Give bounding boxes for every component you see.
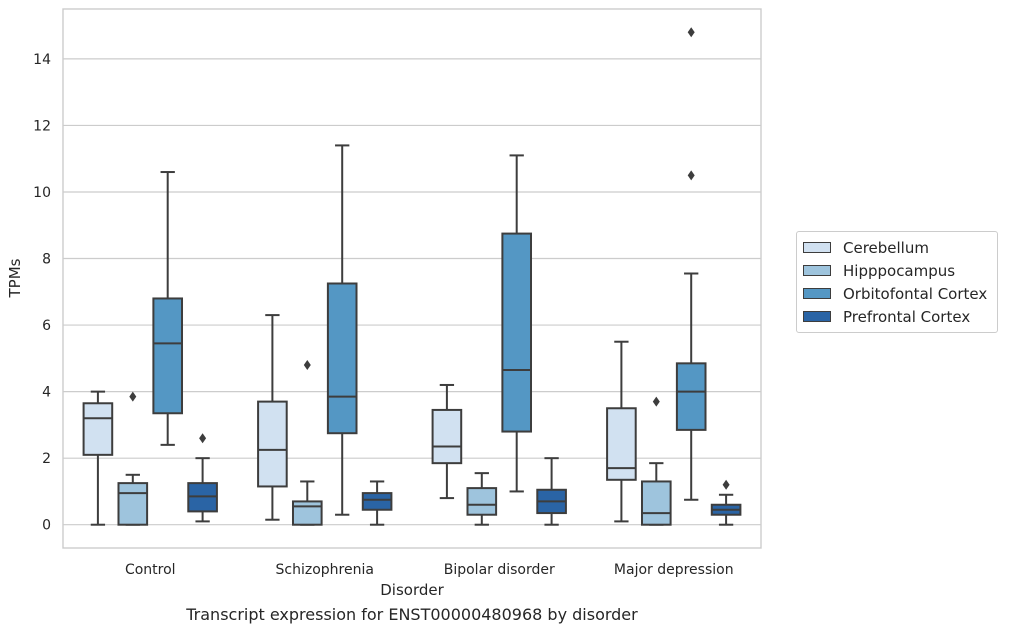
outlier-point bbox=[303, 360, 311, 371]
iqr-box bbox=[82, 402, 114, 456]
outlier-point bbox=[199, 433, 207, 444]
legend-label: Hipppocampus bbox=[843, 261, 956, 280]
plot-frame bbox=[62, 8, 762, 549]
box-orbitofontal-cortex bbox=[326, 144, 358, 516]
iqr-box bbox=[152, 297, 184, 415]
legend-swatch bbox=[803, 242, 831, 253]
box-hipppocampus bbox=[466, 472, 498, 526]
x-tick-label: Control bbox=[125, 562, 176, 578]
legend-item: Prefrontal Cortex bbox=[797, 305, 997, 328]
box-cerebellum bbox=[431, 383, 463, 500]
legend-item: Orbitofontal Cortex bbox=[797, 282, 997, 305]
y-axis-ticks: 0 2 4 6 8 10 12 14 bbox=[33, 52, 51, 534]
legend: Cerebellum Hipppocampus Orbitofontal Corte… bbox=[796, 231, 998, 333]
box-orbitofontal-cortex bbox=[675, 27, 707, 501]
iqr-box bbox=[326, 282, 358, 435]
y-tick-label: 8 bbox=[42, 252, 51, 268]
box-prefrontal-cortex bbox=[187, 433, 218, 523]
box-cerebellum bbox=[606, 340, 637, 523]
x-tick-label: Major depression bbox=[614, 562, 734, 578]
iqr-box bbox=[117, 482, 149, 526]
iqr-box bbox=[640, 480, 672, 526]
y-tick-label: 4 bbox=[42, 385, 51, 401]
box-prefrontal-cortex bbox=[361, 480, 393, 526]
box-cerebellum bbox=[82, 390, 114, 526]
box-cerebellum bbox=[257, 314, 288, 521]
iqr-box bbox=[361, 492, 393, 511]
box-prefrontal-cortex bbox=[710, 479, 742, 526]
box-hipppocampus bbox=[640, 396, 672, 526]
iqr-box bbox=[291, 500, 323, 526]
legend-label: Orbitofontal Cortex bbox=[843, 284, 988, 303]
y-tick-label: 6 bbox=[42, 318, 51, 334]
x-tick-label: Schizophrenia bbox=[276, 562, 374, 578]
box-hipppocampus bbox=[117, 391, 149, 526]
boxplots bbox=[82, 27, 742, 526]
y-axis-title: TPMs bbox=[6, 258, 24, 298]
iqr-box bbox=[257, 400, 288, 488]
iqr-box bbox=[431, 408, 463, 465]
legend-label: Prefrontal Cortex bbox=[843, 307, 971, 326]
y-tick-label: 0 bbox=[42, 518, 51, 534]
y-tick-label: 10 bbox=[33, 185, 51, 201]
y-tick-label: 12 bbox=[33, 118, 51, 134]
box-prefrontal-cortex bbox=[536, 457, 567, 526]
box-hipppocampus bbox=[291, 360, 323, 526]
iqr-box bbox=[466, 487, 498, 516]
x-axis-title: Disorder bbox=[380, 581, 444, 599]
outlier-point bbox=[722, 479, 730, 490]
legend-item: Hipppocampus bbox=[797, 259, 997, 282]
legend-label: Cerebellum bbox=[843, 238, 929, 257]
box-orbitofontal-cortex bbox=[501, 154, 533, 493]
x-tick-label: Bipolar disorder bbox=[444, 562, 555, 578]
chart-caption: Transcript expression for ENST0000048096… bbox=[186, 605, 638, 624]
iqr-box bbox=[501, 232, 533, 433]
outlier-point bbox=[652, 396, 660, 407]
y-tick-label: 2 bbox=[42, 451, 51, 467]
legend-swatch bbox=[803, 288, 831, 299]
outlier-point bbox=[687, 170, 695, 181]
outlier-point bbox=[129, 391, 137, 402]
iqr-box bbox=[675, 362, 707, 431]
legend-item: Cerebellum bbox=[797, 236, 997, 259]
legend-swatch bbox=[803, 311, 831, 322]
legend-swatch bbox=[803, 265, 831, 276]
box-orbitofontal-cortex bbox=[152, 171, 184, 446]
x-axis-ticks: Control Schizophrenia Bipolar disorder Majo… bbox=[125, 562, 734, 578]
outlier-point bbox=[687, 27, 695, 38]
y-tick-label: 14 bbox=[33, 52, 51, 68]
